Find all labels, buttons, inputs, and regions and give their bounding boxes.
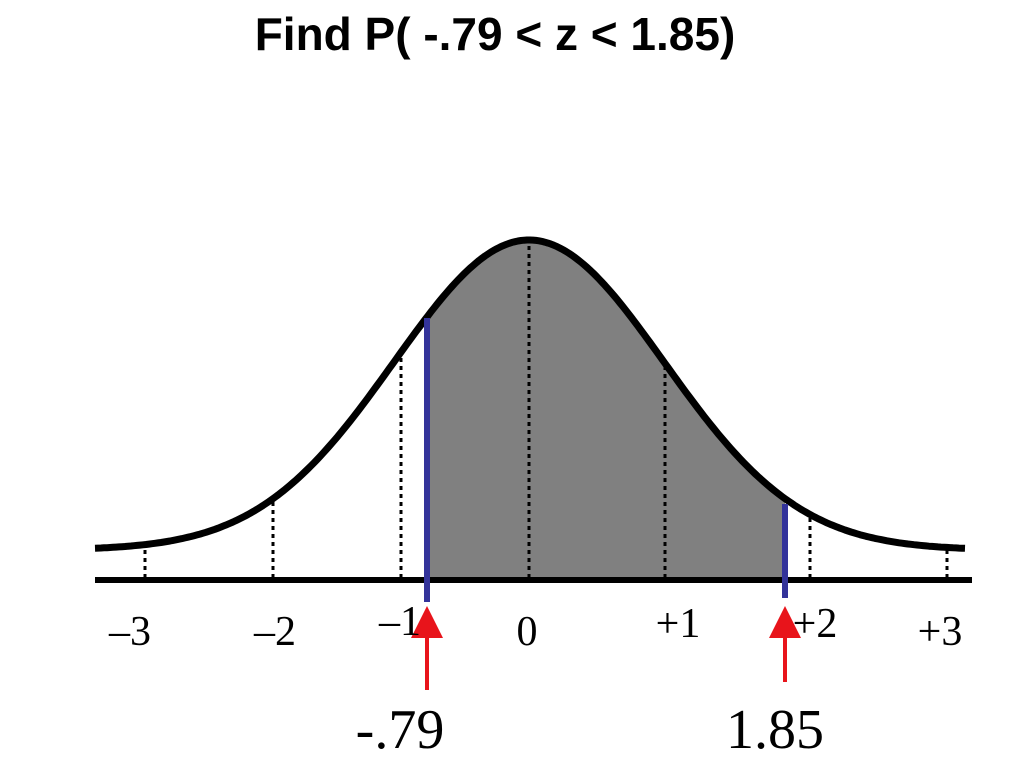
axis-label: +1 xyxy=(656,601,701,647)
marker-label: 1.85 xyxy=(726,699,824,761)
shaded-area xyxy=(427,240,785,580)
axis-label: +2 xyxy=(793,601,838,647)
axis-label: –3 xyxy=(108,609,151,655)
title: Find P( -.79 < z < 1.85) xyxy=(255,8,736,60)
axis-label: –2 xyxy=(253,609,296,655)
axis-label: +3 xyxy=(918,609,963,655)
marker-label: -.79 xyxy=(356,699,445,761)
axis-label: 0 xyxy=(517,609,538,655)
normal-curve xyxy=(94,236,966,580)
axis-label: –1 xyxy=(378,599,421,645)
curve-line xyxy=(94,236,966,552)
